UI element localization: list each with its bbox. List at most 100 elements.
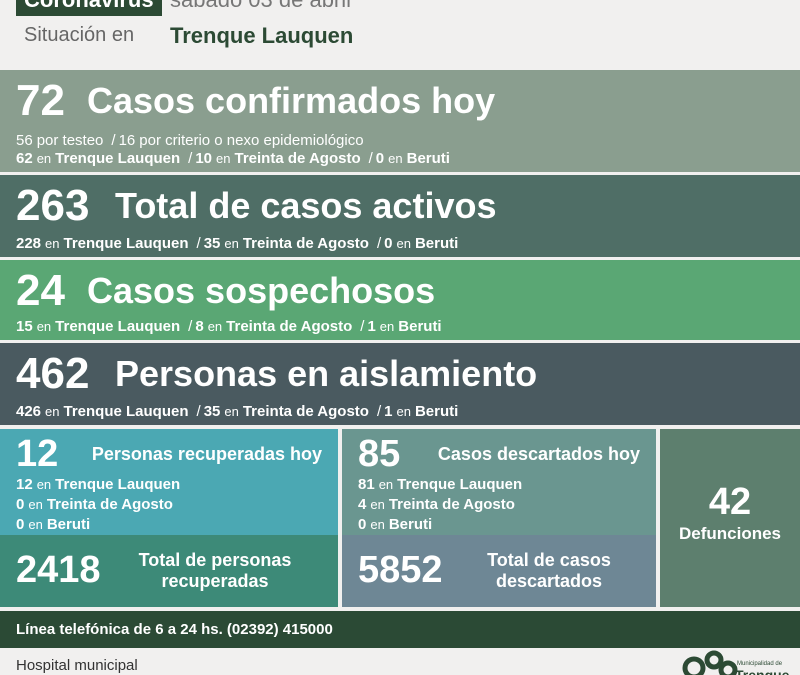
connector: en (216, 151, 231, 166)
connector: en (224, 404, 239, 419)
detail-line: 81 en Trenque Lauquen (358, 475, 522, 495)
connector: en (379, 319, 395, 334)
connector: en (28, 497, 43, 512)
place: Beruti (414, 235, 459, 252)
connector: en (207, 319, 223, 334)
total-number: 2418 (16, 549, 101, 591)
detail-line: 0 en Beruti (358, 515, 522, 535)
detail-line: 12 en Trenque Lauquen (16, 475, 180, 495)
place: Treinta de Agosto (388, 496, 515, 513)
tile-lines: 81 en Trenque Lauquen 4 en Treinta de Agosto 0… (358, 475, 522, 535)
tile-number: 85 (358, 433, 401, 475)
place: Treinta de Agosto (234, 150, 361, 167)
connector: en (378, 477, 394, 492)
count: 0 (16, 496, 25, 513)
detail-text: por testeo (36, 132, 104, 149)
stat-band: 72 Casos confirmados hoy 56 por testeo/16 po… (0, 70, 800, 172)
connector: en (36, 319, 52, 334)
detail-line: 62 en Trenque Lauquen/10 en Treinta de Agost… (16, 150, 450, 168)
count: 81 (358, 476, 375, 493)
place: Trenque Lauquen (55, 476, 181, 493)
tile-total: 2418 Total de personas recuperadas (0, 535, 338, 607)
date: sábado 03 de abril (170, 0, 351, 12)
hospital: Hospital municipal (16, 657, 138, 674)
place: Beruti (46, 516, 91, 533)
place: Beruti (388, 516, 433, 533)
place: Trenque Lauquen (63, 403, 189, 420)
total-label: Total de personas recuperadas (138, 550, 292, 591)
tile-today: 12 Personas recuperadas hoy 12 en Trenque La… (0, 429, 338, 535)
place: Beruti (414, 403, 459, 420)
separator: / (360, 318, 365, 335)
separator: / (111, 132, 116, 149)
place: Beruti (398, 318, 442, 335)
band-title: Casos confirmados hoy (87, 80, 496, 121)
count: 35 (203, 403, 221, 420)
separator: / (196, 403, 201, 420)
band-number: 24 (16, 266, 65, 315)
separator: / (188, 150, 193, 167)
total-number: 5852 (358, 549, 443, 591)
deaths-tile: 42 Defunciones (660, 429, 800, 607)
place: Trenque Lauquen (397, 476, 523, 493)
band-number: 72 (16, 76, 65, 125)
band-lines: 228 en Trenque Lauquen/35 en Treinta de Agos… (16, 235, 458, 253)
tile-lines: 12 en Trenque Lauquen 0 en Treinta de Agosto 0… (16, 475, 180, 535)
stat-band: 24 Casos sospechosos 15 en Trenque Lauquen/8… (0, 260, 800, 340)
band-lines: 15 en Trenque Lauquen/8 en Treinta de Agosto… (16, 318, 442, 336)
tile-title: Personas recuperadas hoy (91, 444, 322, 464)
deaths-number: 42 (708, 481, 752, 523)
connector: en (45, 236, 60, 251)
connector: en (388, 151, 403, 166)
place: Treinta de Agosto (46, 496, 173, 513)
count: 228 (16, 235, 42, 252)
band-title: Total de casos activos (115, 185, 497, 226)
place: Treinta de Agosto (242, 403, 369, 420)
situation-label: Situación en (24, 24, 135, 46)
band-number: 462 (16, 349, 90, 398)
deaths-label: Defunciones (678, 524, 782, 543)
logo-name: Trenque (735, 667, 790, 675)
count: 0 (358, 516, 367, 533)
separator: / (188, 318, 193, 335)
place: Trenque Lauquen (55, 150, 181, 167)
band-number: 263 (16, 181, 90, 230)
count: 4 (358, 496, 367, 513)
place: Treinta de Agosto (226, 318, 353, 335)
connector: en (396, 404, 411, 419)
count: 426 (16, 403, 42, 420)
detail-line: 4 en Treinta de Agosto (358, 495, 522, 515)
phone: Línea telefónica de 6 a 24 hs. (02392) 4… (16, 621, 333, 638)
detail-line: 228 en Trenque Lauquen/35 en Treinta de Agos… (16, 235, 458, 253)
connector: en (370, 517, 385, 532)
count: 15 (16, 318, 33, 335)
phone-bar: Línea telefónica de 6 a 24 hs. (02392) 4… (0, 611, 800, 648)
logo-top: Municipalidad de (737, 661, 783, 667)
place: Beruti (406, 150, 450, 167)
count: 0 (384, 235, 393, 252)
tile-number: 12 (16, 433, 59, 475)
badge: Coronavirus (16, 0, 162, 16)
stat-band: 263 Total de casos activos 228 en Trenque La… (0, 175, 800, 257)
connector: en (36, 477, 52, 492)
band-title: Casos sospechosos (87, 270, 436, 311)
connector: en (28, 517, 43, 532)
separator: / (368, 150, 373, 167)
count: 12 (16, 476, 33, 493)
connector: en (45, 404, 60, 419)
detail-line: 0 en Beruti (16, 515, 180, 535)
detail-text: por criterio o nexo epidemiológico (139, 132, 364, 149)
count: 1 (384, 403, 393, 420)
connector: en (370, 497, 385, 512)
band-title: Personas en aislamiento (115, 353, 538, 394)
count: 8 (195, 318, 204, 335)
separator: / (376, 235, 382, 252)
detail-line: 15 en Trenque Lauquen/8 en Treinta de Agosto… (16, 318, 442, 336)
count: 35 (203, 235, 221, 252)
situation-place: Trenque Lauquen (170, 23, 354, 48)
total-label: Total de casos descartados (487, 550, 611, 591)
connector: en (36, 151, 52, 166)
tile-total: 5852 Total de casos descartados (342, 535, 656, 607)
tile-today: 85 Casos descartados hoy 81 en Trenque Lauqu… (342, 429, 656, 535)
